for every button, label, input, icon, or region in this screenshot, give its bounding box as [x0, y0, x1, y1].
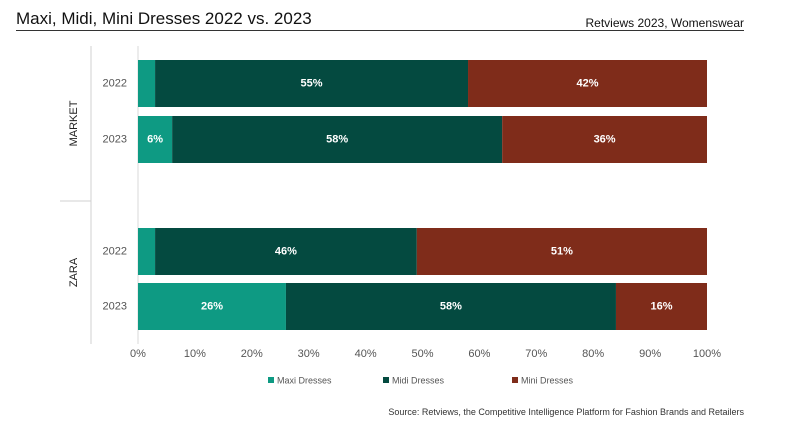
x-tick-label: 10%: [184, 348, 206, 360]
legend-label: Maxi Dresses: [277, 375, 332, 385]
bar-segment-maxi-dresses: [138, 60, 156, 107]
data-label: 36%: [594, 133, 616, 145]
bar-segment-midi-dresses: [155, 60, 469, 107]
bar-segment-mini-dresses: [502, 116, 707, 163]
x-tick-label: 100%: [693, 348, 721, 360]
bar-segment-maxi-dresses: [138, 228, 156, 275]
data-label: 46%: [275, 245, 297, 257]
data-label: 42%: [576, 77, 598, 89]
x-tick-label: 80%: [582, 348, 604, 360]
bar-segment-midi-dresses: [155, 228, 417, 275]
data-label: 58%: [440, 300, 462, 312]
x-tick-label: 0%: [130, 348, 146, 360]
x-tick-label: 90%: [639, 348, 661, 360]
category-label: 2022: [103, 77, 127, 89]
bar-segment-maxi-dresses: [138, 283, 286, 330]
chart-title: Maxi, Midi, Mini Dresses 2022 vs. 2023: [16, 9, 312, 28]
data-label: 58%: [326, 133, 348, 145]
bar-segment-mini-dresses: [615, 283, 707, 330]
data-label: 26%: [201, 300, 223, 312]
x-tick-label: 50%: [411, 348, 433, 360]
source-note: Source: Retviews, the Competitive Intell…: [388, 407, 744, 417]
legend-label: Mini Dresses: [521, 375, 574, 385]
x-tick-label: 20%: [241, 348, 263, 360]
data-label: 51%: [551, 245, 573, 257]
x-tick-label: 30%: [298, 348, 320, 360]
data-label: 55%: [301, 77, 323, 89]
bar-segment-maxi-dresses: [138, 116, 173, 163]
category-label: 2023: [103, 133, 127, 145]
legend-swatch: [512, 377, 518, 383]
x-tick-label: 70%: [525, 348, 547, 360]
bar-segment-midi-dresses: [172, 116, 503, 163]
category-label: 2023: [103, 300, 127, 312]
bar-segment-midi-dresses: [285, 283, 616, 330]
data-label: 6%: [147, 133, 163, 145]
data-label: 16%: [650, 300, 672, 312]
group-label-market: MARKET: [68, 100, 80, 146]
x-tick-label: 60%: [468, 348, 490, 360]
bar-segment-mini-dresses: [416, 228, 707, 275]
legend-label: Midi Dresses: [392, 375, 445, 385]
title-divider: [16, 30, 744, 31]
legend-swatch: [268, 377, 274, 383]
x-tick-label: 40%: [355, 348, 377, 360]
group-label-zara: ZARA: [68, 257, 80, 287]
legend-swatch: [383, 377, 389, 383]
chart-subtitle: Retviews 2023, Womenswear: [585, 16, 744, 30]
category-label: 2022: [103, 245, 127, 257]
bar-segment-mini-dresses: [468, 60, 707, 107]
